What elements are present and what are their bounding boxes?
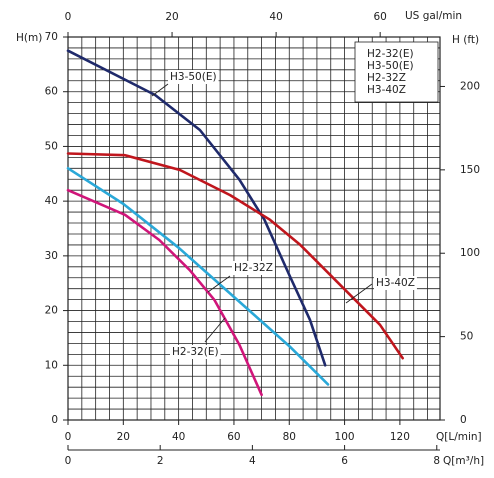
x2-tick-label: 60 <box>373 11 386 23</box>
annotation-bg <box>374 276 417 290</box>
legend-entry: H3-40Z <box>367 84 406 96</box>
y2-axis-label: H (ft) <box>452 34 479 46</box>
annotation: H3-40Z <box>376 277 415 289</box>
y2-tick-label: 50 <box>460 331 473 343</box>
annotation-bg <box>168 70 219 84</box>
legend-box <box>354 41 439 103</box>
legend-entry: H2-32Z <box>367 72 406 84</box>
x3-tick-label: 2 <box>157 455 164 467</box>
annotation-leader <box>204 317 226 343</box>
legend-entry: H2-32(E) <box>367 48 414 60</box>
y2-tick-label: 0 <box>460 414 467 426</box>
x2-axis-label: US gal/min <box>405 10 462 22</box>
y2-tick-label: 200 <box>460 80 480 92</box>
x-axis-label: Q[L/min] <box>436 431 482 443</box>
y-tick-label: 50 <box>45 140 58 152</box>
legend-entry: H3-50(E) <box>367 60 414 72</box>
y-tick-label: 30 <box>45 250 58 262</box>
y-tick-label: 10 <box>45 359 58 371</box>
y-tick-label: 40 <box>45 195 58 207</box>
curve <box>66 49 327 367</box>
curve <box>66 167 330 386</box>
x3-tick-label: 8 <box>433 455 440 467</box>
annotation-leader <box>151 83 169 97</box>
annotation: H2-32Z <box>234 262 273 274</box>
y2-tick-label: 150 <box>460 164 480 176</box>
plot-frame <box>67 36 441 421</box>
y-tick-label: 70 <box>45 31 58 43</box>
x-tick-label: 100 <box>335 431 355 443</box>
annotation: H2-32(E) <box>172 346 219 358</box>
x2-tick-label: 20 <box>165 11 178 23</box>
y2-tick-label: 100 <box>460 247 480 259</box>
y-tick-label: 0 <box>51 414 58 426</box>
x3-axis-label: Q[m³/h] <box>443 455 484 467</box>
x-tick-label: 80 <box>283 431 296 443</box>
y-axis-label: H(m) <box>16 32 42 44</box>
annotation-leader <box>345 283 373 304</box>
x2-tick-label: 40 <box>269 11 282 23</box>
annotation-leader <box>207 275 231 293</box>
x3-tick-label: 4 <box>249 455 256 467</box>
x3-tick-label: 0 <box>65 455 72 467</box>
annotation: H3-50(E) <box>170 71 217 83</box>
annotation-bg <box>232 261 275 275</box>
x3-tick-label: 6 <box>341 455 348 467</box>
x-tick-label: 20 <box>117 431 130 443</box>
x-tick-label: 60 <box>227 431 240 443</box>
curve <box>66 188 263 397</box>
curve <box>66 152 404 360</box>
x-tick-label: 40 <box>172 431 185 443</box>
x-tick-label: 0 <box>65 431 72 443</box>
x2-tick-label: 0 <box>65 11 72 23</box>
y-tick-label: 60 <box>45 86 58 98</box>
annotation-bg <box>170 345 221 359</box>
y-tick-label: 20 <box>45 305 58 317</box>
x-tick-label: 120 <box>390 431 410 443</box>
